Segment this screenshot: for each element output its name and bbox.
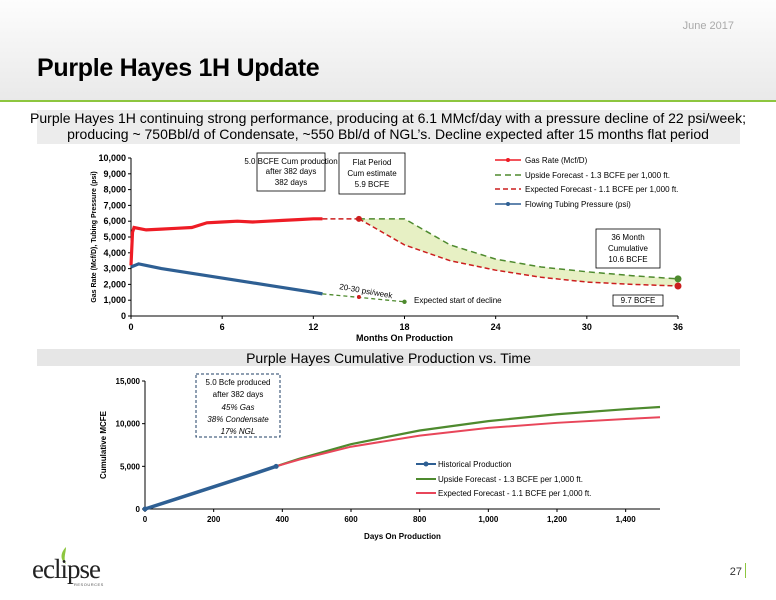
cumulative-callout-text: 17% NGL [221,427,256,436]
section2-band [37,349,740,366]
tubing-pressure-line [130,262,323,296]
cum-callout-text: 382 days [275,178,307,187]
month36-low-box [612,294,664,307]
x-tick-label: 30 [582,322,592,332]
x-tick-label: 1,400 [616,515,637,524]
cumulative-callout-text: after 382 days [213,390,264,399]
logo-subtext: RESOURCES [74,582,104,587]
flat-callout-text: Cum estimate [347,169,397,178]
legend-label: Historical Production [438,460,511,469]
cumulative-callout-text: 38% Condensate [207,415,269,424]
historical-start-marker [142,506,148,512]
x-tick-label: 0 [128,322,133,332]
y-axis-label: Cumulative MCFE [99,410,108,479]
y-tick-label: 0 [121,311,126,321]
x-tick-label: 1,200 [547,515,568,524]
y-tick-label: 2,000 [103,279,126,289]
y-tick-label: 8,000 [103,185,126,195]
subtitle-line-1: Purple Hayes 1H continuing strong perfor… [30,110,746,126]
page-title: Purple Hayes 1H Update [37,54,320,82]
page-number-divider [745,563,746,578]
subtitle-line-2: producing ~ 750Bbl/d of Condensate, ~550… [67,126,709,142]
y-tick-label: 10,000 [98,153,126,163]
page-number: 27 [729,566,742,578]
x-tick-label: 12 [308,322,318,332]
x-tick-label: 24 [491,322,501,332]
forecast-range-area [358,218,678,286]
y-tick-label: 7,000 [103,200,126,210]
y-tick-label: 0 [136,505,141,514]
x-axis-label: Months On Production [356,333,453,343]
expected-cumulative-line [275,416,661,468]
legend-marker [423,461,429,467]
y-tick-label: 3,000 [103,264,126,274]
accent-divider [0,100,776,102]
x-tick-label: 0 [143,515,148,524]
header-band [0,0,776,100]
y-tick-label: 4,000 [103,248,126,258]
pressure-step-marker [356,295,361,300]
flat-end-marker [355,215,362,222]
legend-marker [506,158,510,162]
x-tick-label: 200 [207,515,221,524]
cumulative-callout-text: 5.0 Bcfe produced [206,378,271,387]
historical-cumulative-line [144,464,277,511]
month36-callout-text: 36 Month [611,233,644,242]
upside-end-marker [674,275,682,283]
legend-label: Expected Forecast - 1.1 BCFE per 1,000 f… [438,489,591,498]
flat-callout-text: 5.9 BCFE [355,180,390,189]
cumulative-callout-box [195,373,281,438]
x-tick-label: 6 [220,322,225,332]
section2-title: Purple Hayes Cumulative Production vs. T… [246,350,531,366]
y-tick-label: 9,000 [103,169,126,179]
cumulative-callout-text: 45% Gas [222,403,255,412]
legend-marker [506,202,510,206]
month36-callout-box [595,228,661,269]
expected-forecast-line [358,218,679,287]
flat-callout-text: Flat Period [353,158,392,167]
x-tick-label: 36 [673,322,683,332]
x-tick-label: 800 [413,515,427,524]
month36-low-text: 9.7 BCFE [621,296,656,305]
y-tick-label: 1,000 [103,295,126,305]
x-tick-label: 400 [276,515,290,524]
month36-callout-text: 10.6 BCFE [608,255,647,264]
legend-label: Upside Forecast - 1.3 BCFE per 1,000 ft. [525,171,670,180]
decline-start-label: Expected start of decline [414,296,502,305]
y-tick-label: 5,000 [120,462,141,471]
x-axis-label: Days On Production [364,532,441,541]
subtitle-band [37,110,740,144]
legend-label: Flowing Tubing Pressure (psi) [525,200,631,209]
y-tick-label: 6,000 [103,216,126,226]
flat-callout-box [338,152,406,195]
cum-callout-box [256,152,326,192]
y-axis-label: Gas Rate (Mcf/D), Tubing Pressure (psi) [91,171,98,302]
cum-callout-text: after 382 days [266,167,317,176]
legend-label: Expected Forecast - 1.1 BCFE per 1,000 f… [525,185,678,194]
x-tick-label: 18 [399,322,409,332]
subtitle: Purple Hayes 1H continuing strong perfor… [30,110,746,142]
gas-rate-line [129,217,323,266]
decline-start-marker [402,299,407,304]
logo-wordmark: eclipse [32,554,101,584]
y-tick-label: 5,000 [103,232,126,242]
cum-callout-text: 5.0 BCFE Cum production [244,157,337,166]
historical-end-marker [273,463,279,469]
month36-callout-text: Cumulative [608,244,649,253]
expected-end-marker [674,282,682,290]
y-tick-label: 10,000 [116,420,141,429]
x-tick-label: 600 [344,515,358,524]
upside-cumulative-line [275,405,661,468]
y-tick-label: 15,000 [116,377,141,386]
legend-label: Upside Forecast - 1.3 BCFE per 1,000 ft. [438,475,583,484]
x-tick-label: 1,000 [478,515,499,524]
report-date: June 2017 [682,20,734,32]
legend-label: Gas Rate (Mcf/D) [525,156,588,165]
upside-forecast-line [358,218,679,280]
